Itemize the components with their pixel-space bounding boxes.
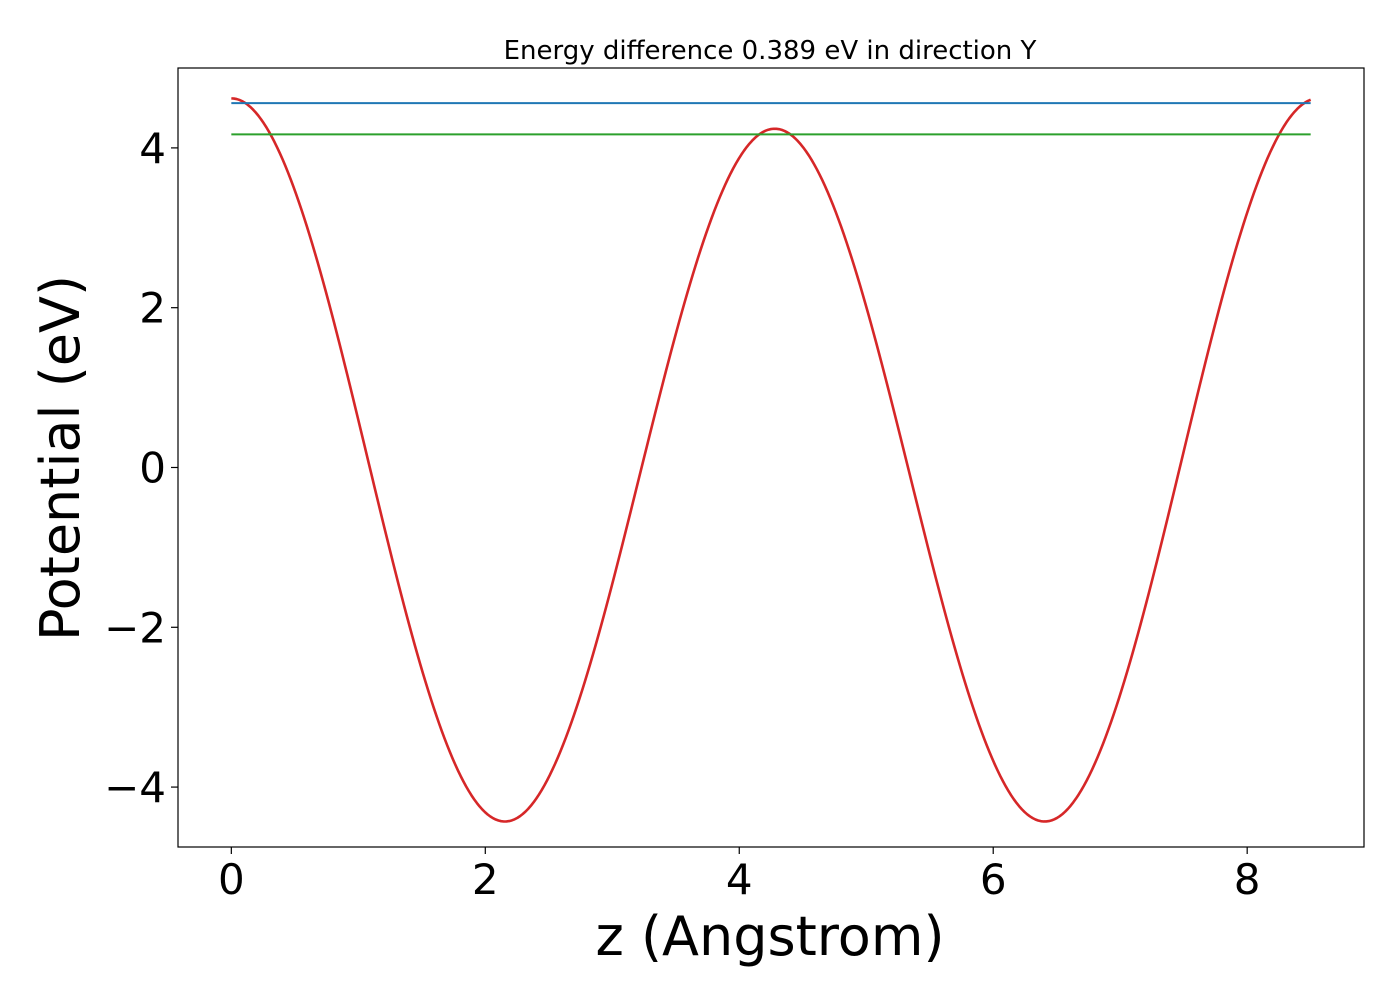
y-tick-label: −2 [104, 603, 166, 652]
plot-area [231, 97, 1312, 823]
y-axis-label: Potential (eV) [29, 275, 92, 641]
y-tick-label: 4 [139, 124, 166, 173]
chart-title: Energy difference 0.389 eV in direction … [504, 36, 1037, 66]
plot-frame [177, 67, 1365, 848]
x-tick-label: 4 [726, 855, 753, 904]
y-axis: −4 −2 0 2 4 [104, 124, 178, 812]
potential-curve [231, 97, 1312, 823]
y-tick-label: 2 [139, 284, 166, 333]
x-tick-label: 8 [1234, 855, 1261, 904]
y-tick-label: −4 [104, 763, 166, 812]
x-tick-label: 0 [218, 855, 245, 904]
x-tick-label: 2 [472, 855, 499, 904]
x-axis: 0 2 4 6 8 [218, 847, 1261, 904]
x-axis-label: z (Angstrom) [595, 905, 944, 968]
x-tick-label: 6 [980, 855, 1007, 904]
y-tick-label: 0 [139, 443, 166, 492]
